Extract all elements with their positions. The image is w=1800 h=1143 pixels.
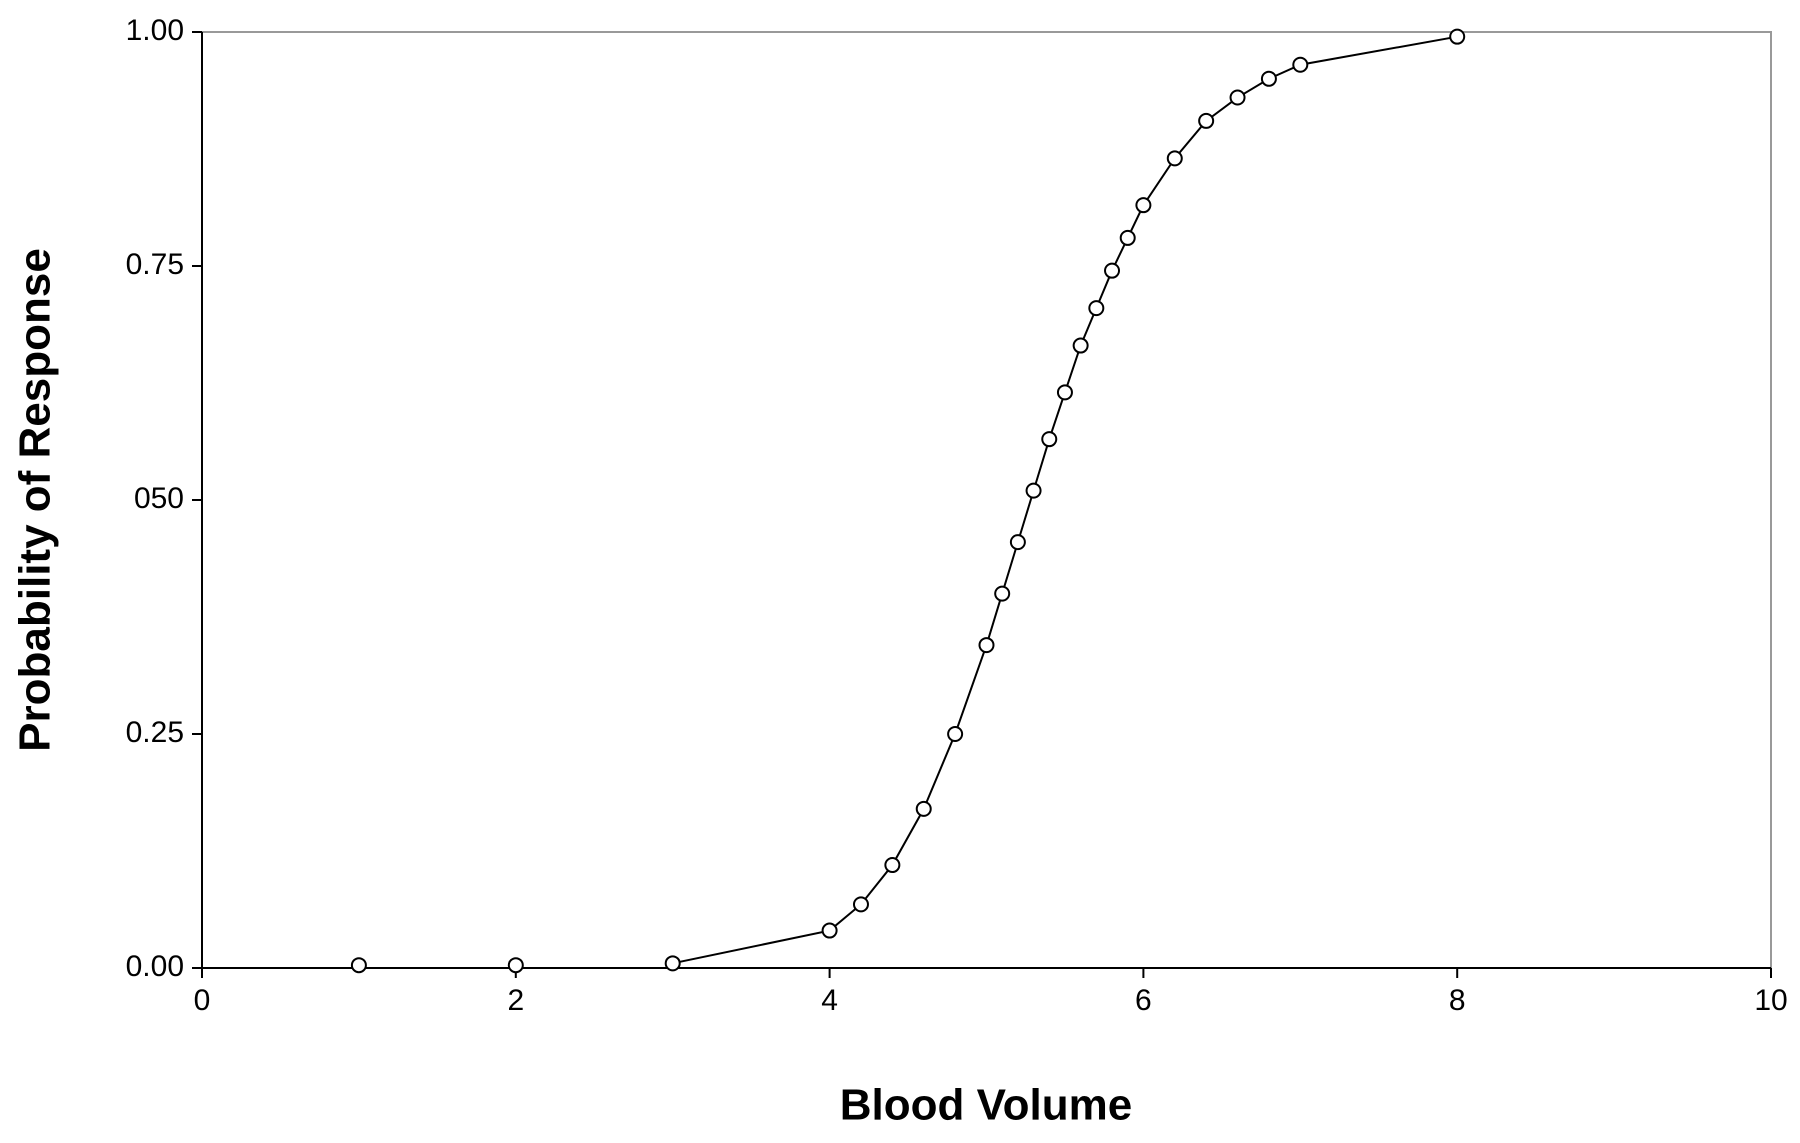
y-axis-title: Probability of Response	[11, 248, 60, 752]
marker	[1056, 384, 1073, 401]
y-tick-label: 0.75	[126, 248, 184, 281]
marker	[1119, 229, 1136, 246]
marker	[1104, 262, 1121, 279]
marker	[1135, 197, 1152, 214]
marker	[1166, 150, 1183, 167]
line	[672, 35, 1458, 965]
x-tick-label: 0	[194, 984, 211, 1017]
marker	[915, 800, 932, 817]
marker	[1229, 89, 1246, 106]
marker	[664, 955, 681, 972]
plot-area	[201, 31, 1772, 969]
marker	[947, 726, 964, 742]
marker	[1025, 482, 1042, 499]
y-tick-label: 0.25	[126, 716, 184, 749]
marker	[1009, 534, 1026, 551]
y-tick-label: 0.00	[126, 950, 184, 983]
marker	[350, 957, 367, 974]
x-tick-label: 10	[1754, 984, 1787, 1017]
marker	[821, 922, 838, 939]
marker	[978, 637, 995, 654]
marker	[852, 896, 869, 913]
y-tick-label: 050	[134, 482, 184, 515]
x-tick-label: 4	[821, 984, 838, 1017]
marker	[1292, 56, 1309, 73]
marker	[1260, 70, 1277, 87]
marker	[1041, 431, 1058, 448]
marker	[1449, 28, 1466, 45]
marker	[507, 957, 524, 974]
x-axis-title: Blood Volume	[840, 1081, 1133, 1130]
y-tick-label: 1.00	[126, 14, 184, 47]
x-tick-label: 8	[1449, 984, 1466, 1017]
x-tick-label: 6	[1135, 984, 1152, 1017]
marker	[884, 857, 901, 874]
x-tick-label: 2	[507, 984, 524, 1017]
marker	[1198, 112, 1215, 129]
marker	[1072, 337, 1089, 354]
marker	[1088, 300, 1105, 317]
marker	[994, 585, 1011, 602]
